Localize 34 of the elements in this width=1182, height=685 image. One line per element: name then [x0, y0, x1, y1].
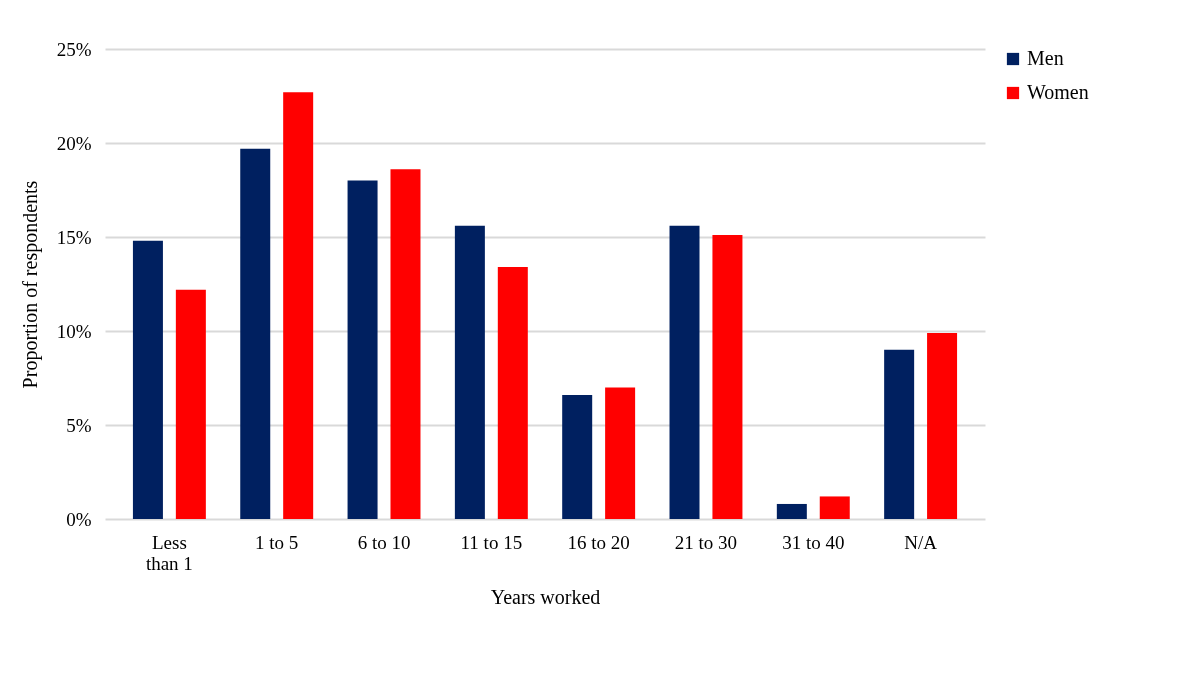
bar — [776, 503, 807, 519]
bar — [283, 92, 314, 519]
bar — [347, 180, 378, 519]
bar — [240, 148, 271, 519]
bar — [175, 289, 206, 519]
y-tick-label: 15% — [56, 226, 92, 248]
x-tick-label: 11 to 15 — [460, 531, 523, 553]
bar — [497, 267, 528, 519]
bar — [132, 240, 163, 519]
x-tick-label: 31 to 40 — [782, 531, 845, 553]
x-tick-label: 1 to 5 — [255, 531, 299, 553]
bar — [819, 496, 850, 519]
x-tick-label: 16 to 20 — [567, 531, 630, 553]
bar — [390, 169, 421, 519]
y-tick-label: 10% — [56, 320, 92, 342]
bar — [605, 387, 636, 519]
legend-label: Women — [1027, 81, 1089, 103]
x-tick-label: N/A — [904, 531, 938, 553]
bar — [884, 349, 915, 519]
x-axis-title: Years worked — [490, 585, 601, 608]
x-tick-label: 6 to 10 — [357, 531, 411, 553]
legend-label: Men — [1027, 47, 1064, 69]
x-tick-label: 21 to 30 — [674, 531, 738, 553]
x-tick-label: Less than 1 — [145, 531, 193, 574]
bar — [454, 225, 485, 519]
bar — [562, 394, 593, 519]
y-tick-label: 0% — [66, 508, 92, 530]
bar — [669, 225, 700, 519]
bar — [712, 235, 743, 519]
bar — [927, 332, 958, 519]
y-tick-label: 5% — [66, 414, 92, 436]
y-axis-title: Proportion of respondents — [18, 180, 42, 389]
y-tick-label: 25% — [56, 38, 92, 60]
y-tick-label: 20% — [56, 132, 92, 154]
